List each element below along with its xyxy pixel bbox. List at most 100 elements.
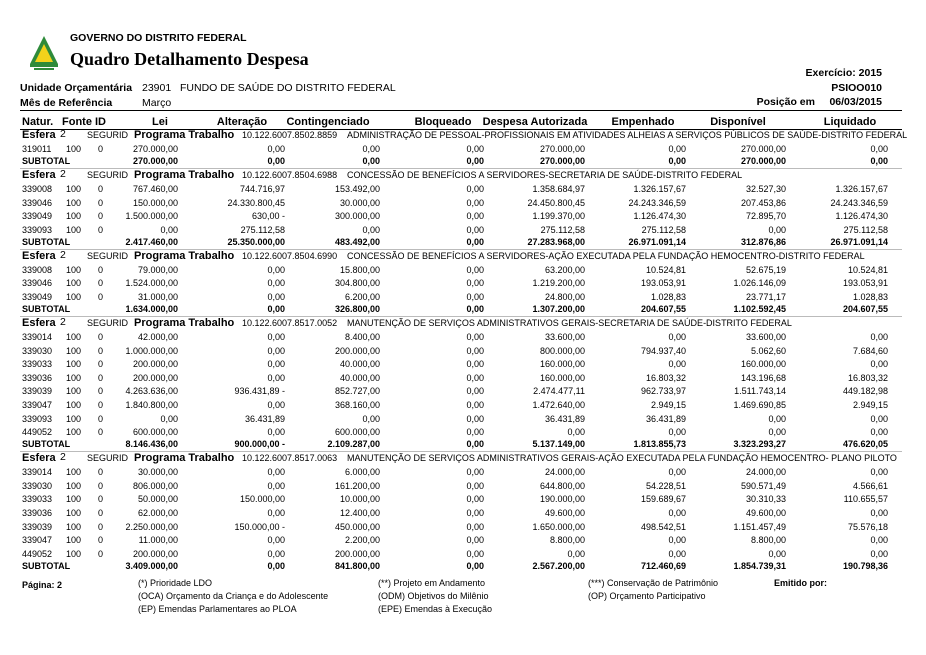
subtotal-cell: 204.607,55 bbox=[640, 304, 686, 314]
subtotal-cell: 0,00 bbox=[466, 156, 484, 166]
cell: 4.263.636,00 bbox=[125, 386, 178, 397]
cell: 339039 bbox=[22, 386, 53, 397]
cell: 339030 bbox=[22, 345, 53, 356]
cell: 100 bbox=[66, 197, 82, 208]
cell: 339047 bbox=[22, 535, 53, 546]
cell: 0,00 bbox=[267, 372, 285, 383]
cell: 0 bbox=[98, 548, 104, 559]
cell: 200.000,00 bbox=[334, 548, 380, 559]
emitido-por: Emitido por: bbox=[774, 578, 827, 588]
cell: 2.250.000,00 bbox=[125, 521, 178, 532]
subtotal-cell: 0,00 bbox=[466, 439, 484, 450]
cell: 100 bbox=[66, 467, 82, 478]
mes-label: Mês de Referência bbox=[20, 97, 113, 109]
subtotal-cell: 841.800,00 bbox=[334, 560, 380, 571]
column-rule bbox=[20, 129, 902, 130]
subtotal-cell: 0,00 bbox=[466, 304, 484, 314]
cell: 0 bbox=[98, 427, 104, 438]
gov-name: GOVERNO DO DISTRITO FEDERAL bbox=[70, 32, 247, 44]
subtotal-label: SUBTOTAL bbox=[22, 156, 71, 166]
programa-label: Programa Trabalho bbox=[134, 452, 235, 465]
esfera-label: Esfera bbox=[22, 129, 56, 141]
cell: 339047 bbox=[22, 400, 53, 410]
cell: 6.200,00 bbox=[344, 292, 380, 302]
subtotal-cell: 25.350.000,00 bbox=[227, 236, 285, 247]
cell: 150.000,00 bbox=[239, 494, 285, 505]
cell: 10.524,81 bbox=[645, 264, 686, 275]
cell: 36.431,89 bbox=[645, 413, 686, 424]
subtotal-cell: 3.323.293,27 bbox=[733, 439, 786, 450]
cell: 40.000,00 bbox=[339, 372, 380, 383]
cell: 0,00 bbox=[267, 332, 285, 342]
cell: 0 bbox=[98, 278, 104, 289]
cell: 0 bbox=[98, 467, 104, 478]
cell: 339039 bbox=[22, 521, 53, 532]
subtotal-cell: 0,00 bbox=[362, 156, 380, 166]
cell: 0,00 bbox=[466, 467, 484, 478]
cell: 0,00 bbox=[870, 144, 888, 154]
cell: 0 bbox=[98, 400, 104, 410]
cell: 33.600,00 bbox=[544, 332, 585, 342]
cell: 24.330.800,45 bbox=[227, 197, 285, 208]
cell: 449.182,98 bbox=[842, 386, 888, 397]
cell: 0,00 bbox=[466, 494, 484, 505]
cell: 275.112,58 bbox=[641, 224, 686, 235]
cell: 100 bbox=[66, 372, 82, 383]
cell: 339008 bbox=[22, 184, 53, 194]
cell: 1.469.690,85 bbox=[733, 400, 786, 410]
subtotal-cell: 0,00 bbox=[466, 560, 484, 571]
cell: 100 bbox=[66, 427, 82, 438]
cell: 100 bbox=[66, 264, 82, 275]
seguridade: SEGURID bbox=[87, 130, 129, 140]
seguridade: SEGURID bbox=[87, 170, 129, 180]
esfera-label: Esfera bbox=[22, 317, 56, 329]
cell: 794.937,40 bbox=[640, 345, 686, 356]
cell: 200.000,00 bbox=[334, 345, 380, 356]
cell: 0,00 bbox=[466, 332, 484, 342]
subtotal-cell: 190.798,36 bbox=[842, 560, 888, 571]
cell: 0,00 bbox=[466, 359, 484, 370]
cell: 0,00 bbox=[362, 144, 380, 154]
cell: 2.200,00 bbox=[344, 535, 380, 546]
cell: 0 bbox=[98, 494, 104, 505]
cell: 100 bbox=[66, 413, 82, 424]
cell: 161.200,00 bbox=[334, 480, 380, 491]
cell: 10.524,81 bbox=[847, 264, 888, 275]
cell: 0,00 bbox=[768, 413, 786, 424]
cell: 193.053,91 bbox=[640, 278, 686, 289]
column-header: Fonte bbox=[62, 116, 92, 128]
cell: 339008 bbox=[22, 264, 53, 275]
subtotal-cell: 8.146.436,00 bbox=[125, 439, 178, 450]
cell: 0,00 bbox=[267, 535, 285, 546]
cell: 63.200,00 bbox=[544, 264, 585, 275]
cell: 52.675,19 bbox=[745, 264, 786, 275]
cell: 0,00 bbox=[160, 224, 178, 235]
cell: 0,00 bbox=[668, 467, 686, 478]
cell: 5.062,60 bbox=[750, 345, 786, 356]
cell: 0,00 bbox=[362, 413, 380, 424]
cell: 193.053,91 bbox=[842, 278, 888, 289]
cell: 30.310,33 bbox=[745, 494, 786, 505]
cell: 0 bbox=[98, 332, 104, 342]
cell: 0,00 bbox=[567, 548, 585, 559]
cell: 33.600,00 bbox=[745, 332, 786, 342]
legend-item: (EP) Emendas Parlamentares ao PLOA bbox=[138, 604, 297, 614]
cell: 72.895,70 bbox=[745, 211, 786, 222]
subtotal-cell: 204.607,55 bbox=[842, 304, 888, 314]
cell: 368.160,00 bbox=[334, 400, 380, 410]
cell: 160.000,00 bbox=[539, 372, 585, 383]
programa-desc: CONCESSÃO DE BENEFÍCIOS A SERVIDORES-SEC… bbox=[347, 170, 743, 180]
cell: 0,00 bbox=[160, 413, 178, 424]
cell: 32.527,30 bbox=[745, 184, 786, 194]
legend-item: (OP) Orçamento Participativo bbox=[588, 591, 706, 601]
cell: 160.000,00 bbox=[740, 359, 786, 370]
cell: 0,00 bbox=[466, 224, 484, 235]
cell: 0,00 bbox=[668, 359, 686, 370]
cell: 0,00 bbox=[466, 535, 484, 546]
subtotal-cell: 3.409.000,00 bbox=[125, 560, 178, 571]
cell: 744.716,97 bbox=[239, 184, 285, 194]
cell: 449052 bbox=[22, 548, 53, 559]
posicao-label: Posição em bbox=[756, 96, 815, 108]
subtotal-cell: 270.000,00 bbox=[132, 156, 178, 166]
cell: 1.326.157,67 bbox=[633, 184, 686, 194]
